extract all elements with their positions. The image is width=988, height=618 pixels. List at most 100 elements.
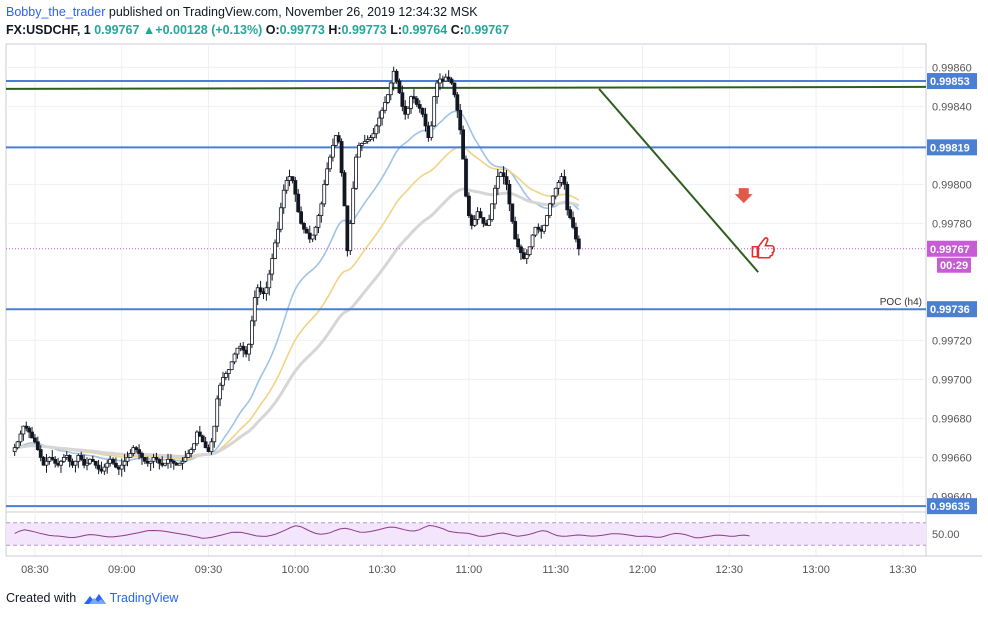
candle[interactable] (215, 398, 220, 427)
candle[interactable] (223, 373, 228, 378)
candle[interactable] (296, 193, 301, 213)
candle[interactable] (195, 431, 199, 445)
candle[interactable] (417, 104, 422, 109)
candle[interactable] (530, 234, 535, 248)
candle[interactable] (383, 102, 387, 111)
candle[interactable] (134, 447, 139, 450)
candle[interactable] (119, 464, 124, 470)
candle[interactable] (241, 345, 246, 351)
candle[interactable] (148, 460, 153, 464)
candle[interactable] (125, 456, 130, 462)
candle[interactable] (93, 460, 98, 466)
candle[interactable] (464, 158, 468, 197)
candle[interactable] (61, 456, 66, 462)
candle[interactable] (533, 226, 538, 236)
candle[interactable] (409, 96, 413, 109)
candle[interactable] (53, 458, 58, 464)
candle[interactable] (189, 449, 194, 454)
candle[interactable] (446, 76, 451, 80)
candle[interactable] (478, 211, 483, 218)
candle[interactable] (487, 219, 492, 226)
candle[interactable] (504, 176, 509, 185)
candle[interactable] (209, 441, 214, 452)
candle[interactable] (177, 462, 182, 466)
candle[interactable] (542, 224, 547, 232)
candle[interactable] (420, 107, 425, 115)
candle[interactable] (226, 369, 231, 374)
candle[interactable] (351, 187, 356, 224)
candle[interactable] (252, 297, 257, 322)
candle[interactable] (15, 441, 20, 449)
candle[interactable] (44, 460, 49, 466)
candle[interactable] (30, 431, 34, 439)
candle[interactable] (33, 437, 37, 443)
candle[interactable] (513, 221, 518, 240)
candle[interactable] (310, 234, 315, 240)
candle[interactable] (481, 217, 486, 224)
candle[interactable] (374, 125, 379, 135)
candle[interactable] (365, 139, 370, 142)
candle[interactable] (82, 458, 87, 466)
candle[interactable] (412, 96, 416, 100)
candle[interactable] (354, 156, 358, 189)
candle[interactable] (232, 353, 237, 363)
candle[interactable] (325, 168, 330, 185)
candle[interactable] (452, 82, 457, 96)
candle[interactable] (547, 203, 552, 216)
candle[interactable] (12, 447, 17, 452)
candle[interactable] (192, 443, 196, 450)
candle[interactable] (67, 455, 72, 462)
candle[interactable] (73, 460, 78, 466)
candle[interactable] (400, 92, 405, 107)
candle[interactable] (218, 384, 222, 400)
candle[interactable] (24, 425, 29, 429)
candle[interactable] (545, 215, 549, 226)
candle[interactable] (163, 462, 168, 466)
candle[interactable] (267, 273, 272, 289)
trendline[interactable] (5, 85, 927, 90)
candle[interactable] (114, 462, 118, 468)
candle[interactable] (142, 456, 147, 462)
candle[interactable] (571, 217, 575, 228)
candle[interactable] (385, 94, 390, 103)
candle[interactable] (328, 156, 332, 170)
candle[interactable] (406, 107, 411, 115)
candle[interactable] (562, 176, 567, 185)
candles[interactable] (12, 66, 581, 477)
candle[interactable] (519, 246, 523, 254)
candle[interactable] (235, 347, 240, 355)
candle[interactable] (394, 70, 399, 82)
candle[interactable] (550, 195, 555, 205)
candle[interactable] (299, 211, 303, 224)
candle[interactable] (574, 226, 578, 240)
candle[interactable] (568, 209, 573, 218)
candle[interactable] (200, 435, 205, 443)
candle[interactable] (96, 464, 101, 470)
candle[interactable] (273, 242, 277, 259)
tradingview-brand[interactable]: TradingView (109, 591, 179, 605)
candle[interactable] (493, 187, 497, 205)
candle[interactable] (348, 222, 353, 252)
candle[interactable] (278, 207, 283, 230)
candle[interactable] (565, 183, 570, 211)
candle[interactable] (79, 455, 84, 460)
candle[interactable] (380, 109, 385, 119)
candle[interactable] (186, 453, 191, 458)
candle[interactable] (458, 109, 463, 131)
candle[interactable] (432, 96, 437, 127)
candle[interactable] (414, 98, 419, 105)
candle[interactable] (524, 254, 529, 259)
candle[interactable] (212, 425, 217, 443)
candle[interactable] (553, 187, 558, 197)
candle[interactable] (203, 441, 208, 449)
candle[interactable] (429, 125, 434, 139)
candle[interactable] (281, 189, 286, 209)
horizontal-levels[interactable] (6, 80, 926, 508)
candle[interactable] (18, 433, 23, 443)
candle[interactable] (122, 460, 127, 466)
candle[interactable] (388, 82, 393, 96)
candle[interactable] (128, 453, 133, 458)
candle[interactable] (105, 462, 110, 468)
candle[interactable] (435, 82, 439, 98)
candle[interactable] (359, 143, 364, 146)
